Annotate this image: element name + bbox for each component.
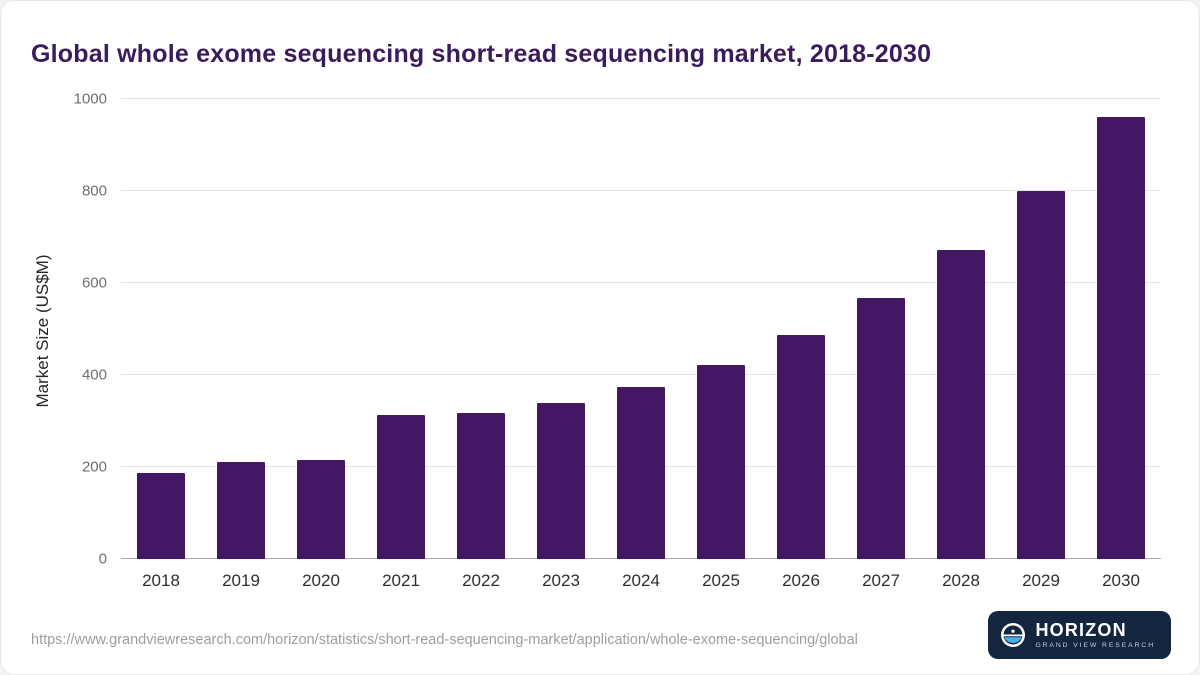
bar-column: 2020 [281, 99, 361, 590]
bar-2021 [377, 415, 425, 559]
bar-2025 [697, 364, 745, 559]
bars-group: 2018 2019 2020 2021 2022 2023 2024 2025 2026 2027… [121, 99, 1161, 590]
horizon-logo-icon [1000, 622, 1026, 648]
gridline [121, 98, 1161, 99]
x-tick-label: 2022 [462, 571, 500, 590]
x-tick-label: 2029 [1022, 571, 1060, 590]
gridline [121, 282, 1161, 283]
x-tick-label: 2020 [302, 571, 340, 590]
y-tick-label: 1000 [73, 90, 107, 108]
gridline [121, 374, 1161, 375]
bar-2026 [777, 334, 825, 559]
y-tick-label: 600 [81, 274, 107, 292]
y-tick-label: 200 [81, 458, 107, 476]
bar-2024 [617, 386, 665, 559]
gridline [121, 190, 1161, 191]
bar-2022 [457, 412, 505, 559]
bar-2027 [857, 297, 905, 559]
x-tick-label: 2023 [542, 571, 580, 590]
bar-column: 2018 [121, 99, 201, 590]
x-tick-label: 2021 [382, 571, 420, 590]
source-url: https://www.grandviewresearch.com/horizo… [31, 632, 858, 648]
bar-2019 [217, 462, 265, 559]
bar-column: 2023 [521, 99, 601, 590]
bar-2018 [137, 472, 185, 559]
horizon-logo-text: HORIZON GRAND VIEW RESEARCH [1035, 621, 1155, 649]
logo-subtitle: GRAND VIEW RESEARCH [1035, 641, 1155, 649]
x-tick-label: 2019 [222, 571, 260, 590]
bar-2023 [537, 402, 585, 559]
bar-2028 [937, 249, 985, 559]
bar-column: 2029 [1001, 99, 1081, 590]
y-tick-label: 400 [81, 366, 107, 384]
bar-column: 2026 [761, 99, 841, 590]
bar-column: 2024 [601, 99, 681, 590]
chart-title: Global whole exome sequencing short-read… [31, 39, 932, 68]
bar-column: 2022 [441, 99, 521, 590]
bar-column: 2030 [1081, 99, 1161, 590]
bar-column: 2019 [201, 99, 281, 590]
x-tick-label: 2026 [782, 571, 820, 590]
logo-title: HORIZON [1035, 619, 1127, 640]
horizon-logo: HORIZON GRAND VIEW RESEARCH [988, 611, 1171, 659]
x-tick-label: 2025 [702, 571, 740, 590]
y-tick-label: 0 [98, 550, 107, 568]
bar-2020 [297, 460, 345, 559]
bar-column: 2028 [921, 99, 1001, 590]
bar-column: 2021 [361, 99, 441, 590]
y-tick-label: 800 [81, 182, 107, 200]
x-tick-label: 2030 [1102, 571, 1140, 590]
bar-column: 2025 [681, 99, 761, 590]
x-tick-label: 2028 [942, 571, 980, 590]
y-axis-label: Market Size (US$M) [33, 254, 52, 408]
bar-2029 [1017, 191, 1065, 559]
bar-column: 2027 [841, 99, 921, 590]
x-tick-label: 2027 [862, 571, 900, 590]
x-tick-label: 2018 [142, 571, 180, 590]
x-tick-label: 2024 [622, 571, 660, 590]
bar-2030 [1097, 117, 1145, 559]
plot-area: 0 200 400 600 800 1000 2018 2019 2020 2021 2022 202… [74, 91, 1161, 590]
